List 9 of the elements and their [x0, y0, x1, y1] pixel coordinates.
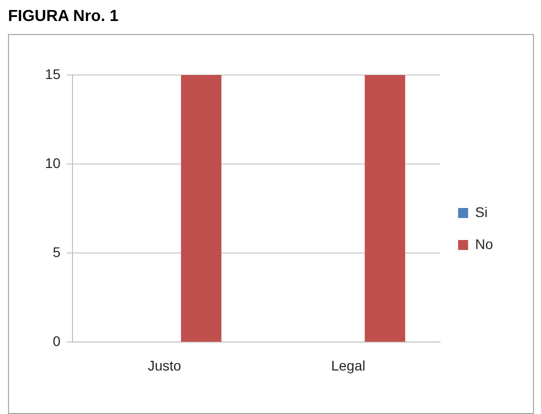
y-tick-label: 15	[44, 66, 61, 82]
legend-label: No	[475, 236, 494, 252]
x-tick-label: Justo	[148, 357, 182, 374]
x-tick-label: Legal	[331, 357, 366, 374]
y-tick-label: 10	[44, 154, 61, 171]
chart-title: FIGURA Nro. 1	[8, 8, 120, 26]
y-tick-label: 0	[52, 333, 61, 350]
y-tick-label: 5	[52, 244, 61, 260]
legend-label: Si	[475, 204, 488, 220]
